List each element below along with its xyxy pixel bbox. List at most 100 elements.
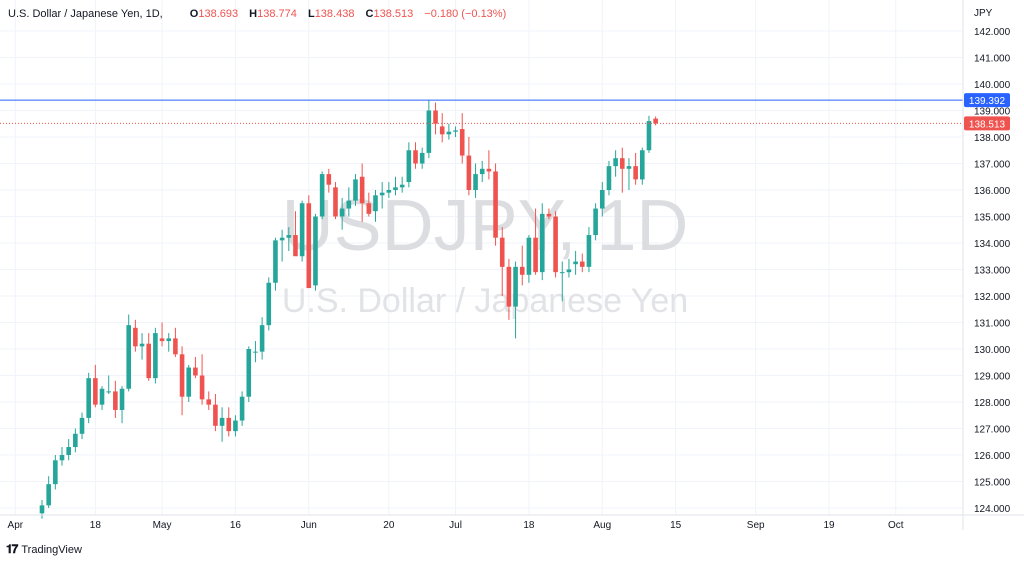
horizontal-line-price-tag: 139.392	[969, 96, 1006, 107]
candle-body	[653, 118, 658, 124]
time-tick-label: Oct	[888, 520, 904, 531]
watermark: USDJPY, 1D U.S. Dollar / Japanese Yen	[282, 186, 689, 320]
candle-body	[493, 171, 498, 238]
candle	[533, 208, 538, 275]
symbol-title: U.S. Dollar / Japanese Yen, 1D,	[8, 8, 163, 20]
candle	[459, 113, 465, 164]
candle-body	[593, 208, 598, 236]
high-label: H	[249, 8, 258, 20]
candle	[466, 137, 472, 196]
candle	[93, 364, 98, 408]
candle	[159, 322, 165, 347]
candle	[586, 227, 592, 273]
candle-body	[546, 213, 552, 217]
candle-body	[613, 158, 618, 167]
time-tick-label: May	[153, 520, 172, 531]
candle-body	[286, 235, 292, 238]
price-tags: 139.392 138.513	[964, 93, 1010, 131]
candle	[539, 203, 545, 281]
price-tick-label: 127.000	[974, 425, 1011, 436]
price-tick-label: 138.000	[974, 133, 1011, 144]
candle-body	[499, 237, 505, 267]
candle-body	[486, 168, 492, 172]
brand-footer[interactable]: 𝟏𝟕 TradingView	[6, 542, 82, 557]
candle-body	[553, 216, 558, 273]
candle	[199, 354, 205, 405]
candle	[640, 147, 645, 185]
candle	[599, 182, 605, 217]
candle	[606, 160, 612, 196]
price-axis[interactable]: 124.000 125.000 126.000 127.000 128.000 129.0…	[974, 27, 1011, 515]
price-tick-label: 129.000	[974, 372, 1011, 383]
candle-body	[66, 447, 71, 455]
candle	[433, 102, 438, 135]
time-tick-label: Jun	[301, 520, 317, 531]
candle	[493, 163, 498, 246]
price-tick-label: 136.000	[974, 186, 1011, 197]
candle	[293, 211, 298, 257]
candle	[613, 150, 618, 177]
time-tick-label: 19	[823, 520, 835, 531]
candle-body	[313, 216, 318, 286]
candle	[573, 250, 578, 275]
candle-body	[206, 399, 212, 405]
candle	[546, 208, 552, 220]
candle-body	[99, 388, 105, 405]
candle-body	[173, 338, 178, 355]
candle-body	[406, 150, 412, 183]
candle-body	[413, 150, 418, 164]
candle-body	[599, 190, 605, 209]
candle	[106, 375, 111, 395]
close-label: C	[365, 8, 374, 20]
candle	[226, 407, 232, 437]
candle-body	[293, 235, 298, 257]
candle	[513, 261, 518, 339]
candle-body	[519, 266, 525, 275]
candle	[439, 113, 445, 143]
price-tick-label: 130.000	[974, 345, 1011, 356]
candle-body	[459, 129, 465, 156]
candle	[306, 195, 312, 289]
candle-body	[359, 176, 365, 204]
candle	[193, 356, 198, 379]
candle	[79, 412, 85, 440]
time-axis[interactable]: Apr 18 May 16 Jun 20 Jul 18 Aug 15 Sep 19 Oct	[8, 520, 904, 531]
candle	[239, 391, 245, 426]
candle-body	[279, 237, 285, 241]
close-value: 138.513	[373, 8, 414, 20]
candle-body	[379, 192, 385, 196]
candle-body	[373, 195, 378, 212]
candle-body	[186, 367, 192, 397]
candle-body	[39, 505, 45, 514]
candle	[506, 258, 512, 320]
candle	[86, 372, 91, 424]
candle-body	[533, 237, 538, 273]
time-tick-label: 18	[523, 520, 535, 531]
candle-body	[213, 404, 218, 426]
watermark-ticker: USDJPY, 1D	[282, 186, 689, 266]
candle	[333, 182, 338, 220]
candle-body	[573, 261, 578, 265]
candle-body	[79, 417, 85, 434]
candle-body	[506, 266, 512, 307]
candle	[453, 126, 458, 137]
candle	[153, 327, 158, 384]
candle-body	[439, 126, 445, 135]
candle-body	[193, 367, 198, 376]
currency-label: JPY	[974, 8, 993, 19]
candle	[633, 152, 638, 185]
candle-body	[566, 269, 572, 273]
brand-name: TradingView	[21, 543, 82, 556]
horizontal-line-price-tag-bg	[964, 93, 1010, 108]
candle	[273, 237, 278, 291]
candle-body	[219, 417, 225, 426]
candle-body	[606, 166, 612, 190]
time-tick-label: Apr	[8, 520, 24, 531]
price-tick-label: 134.000	[974, 239, 1011, 250]
candle	[486, 150, 492, 180]
candle	[233, 415, 238, 437]
time-tick-label: 18	[90, 520, 102, 531]
candle	[559, 261, 565, 302]
price-tick-label: 131.000	[974, 319, 1011, 330]
